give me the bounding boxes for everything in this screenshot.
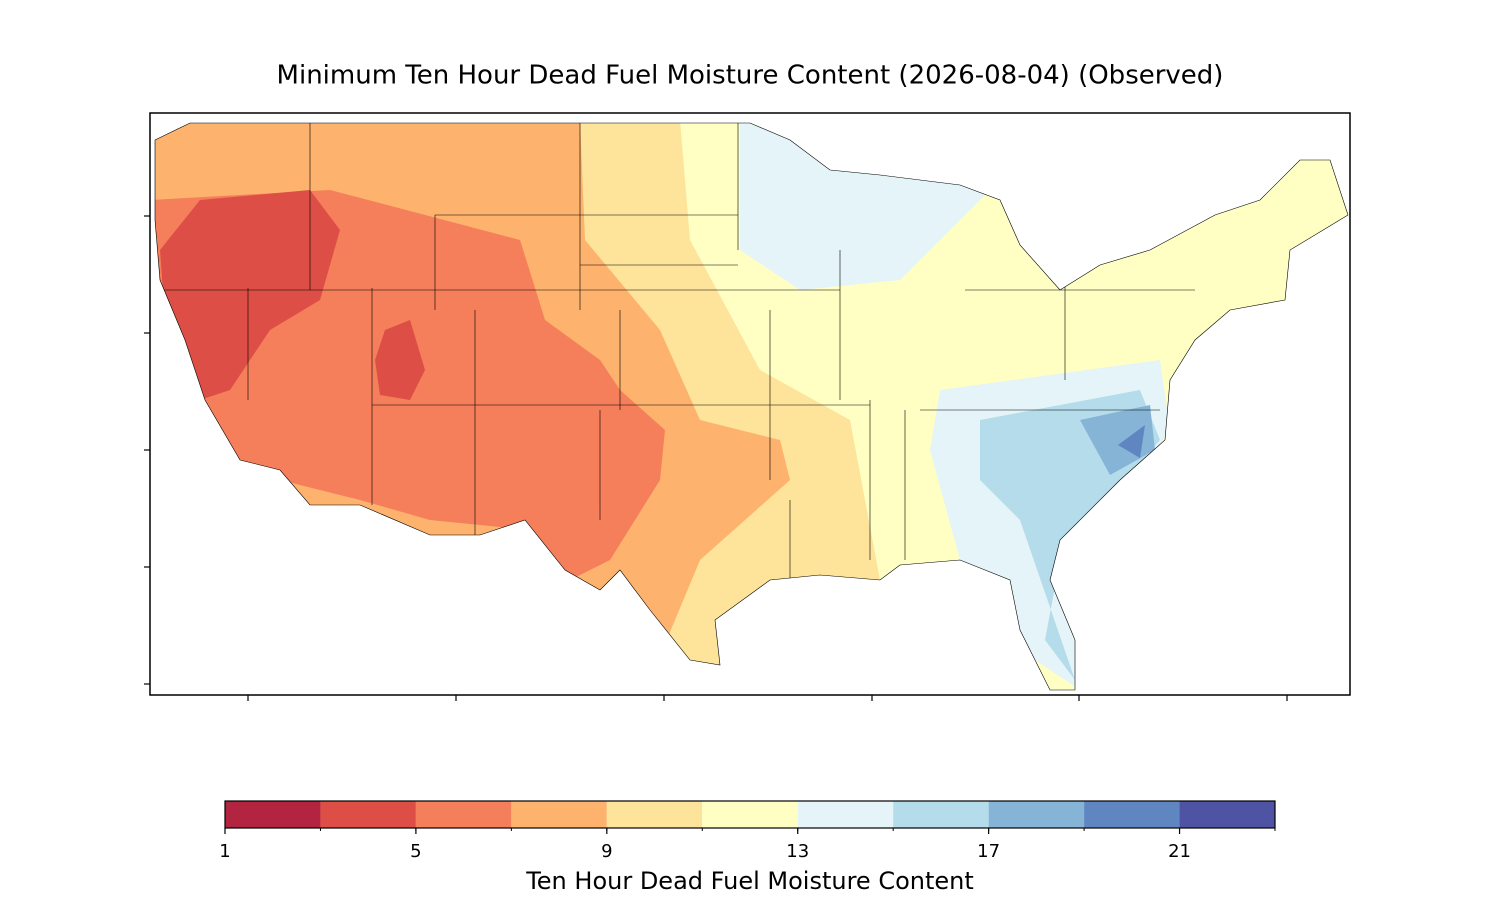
- colorbar-bin: [1179, 801, 1275, 828]
- colorbar-tick-label: 21: [1168, 841, 1191, 862]
- colorbar-tick-label: 1: [219, 841, 230, 862]
- colorbar-bin: [797, 801, 894, 828]
- map-title: Minimum Ten Hour Dead Fuel Moisture Cont…: [277, 61, 1224, 91]
- field-zone: [1080, 405, 1155, 475]
- colorbar-bin: [988, 801, 1085, 828]
- colorbar-tick-label: 17: [977, 841, 1000, 862]
- colorbar-tick-label: 5: [410, 841, 421, 862]
- colorbar-bin: [1084, 801, 1180, 828]
- colorbar-frame: [224, 800, 1276, 829]
- colorbar-tick-label: 9: [601, 841, 612, 862]
- colorbar-bin: [511, 801, 607, 828]
- colorbar-bin: [320, 801, 416, 828]
- colorbar-label: Ten Hour Dead Fuel Moisture Content: [525, 867, 974, 895]
- map-frame: [149, 112, 1351, 696]
- field-zone: [375, 320, 425, 400]
- colorbar-bin: [893, 801, 989, 828]
- colorbar-bin: [415, 801, 512, 828]
- coastline: [154, 122, 1349, 691]
- map: [144, 112, 1351, 701]
- field-zone: [160, 190, 340, 400]
- colorbar-bin: [225, 801, 321, 828]
- frame-ticks: [144, 215, 1288, 701]
- field-zone: [1118, 425, 1145, 458]
- colorbar: 1 5 9 13 17 21: [219, 800, 1276, 862]
- state-borders: [155, 123, 1195, 580]
- colorbar-bin: [702, 801, 798, 828]
- colorbar-bin: [606, 801, 703, 828]
- colorbar-tick-label: 13: [786, 841, 809, 862]
